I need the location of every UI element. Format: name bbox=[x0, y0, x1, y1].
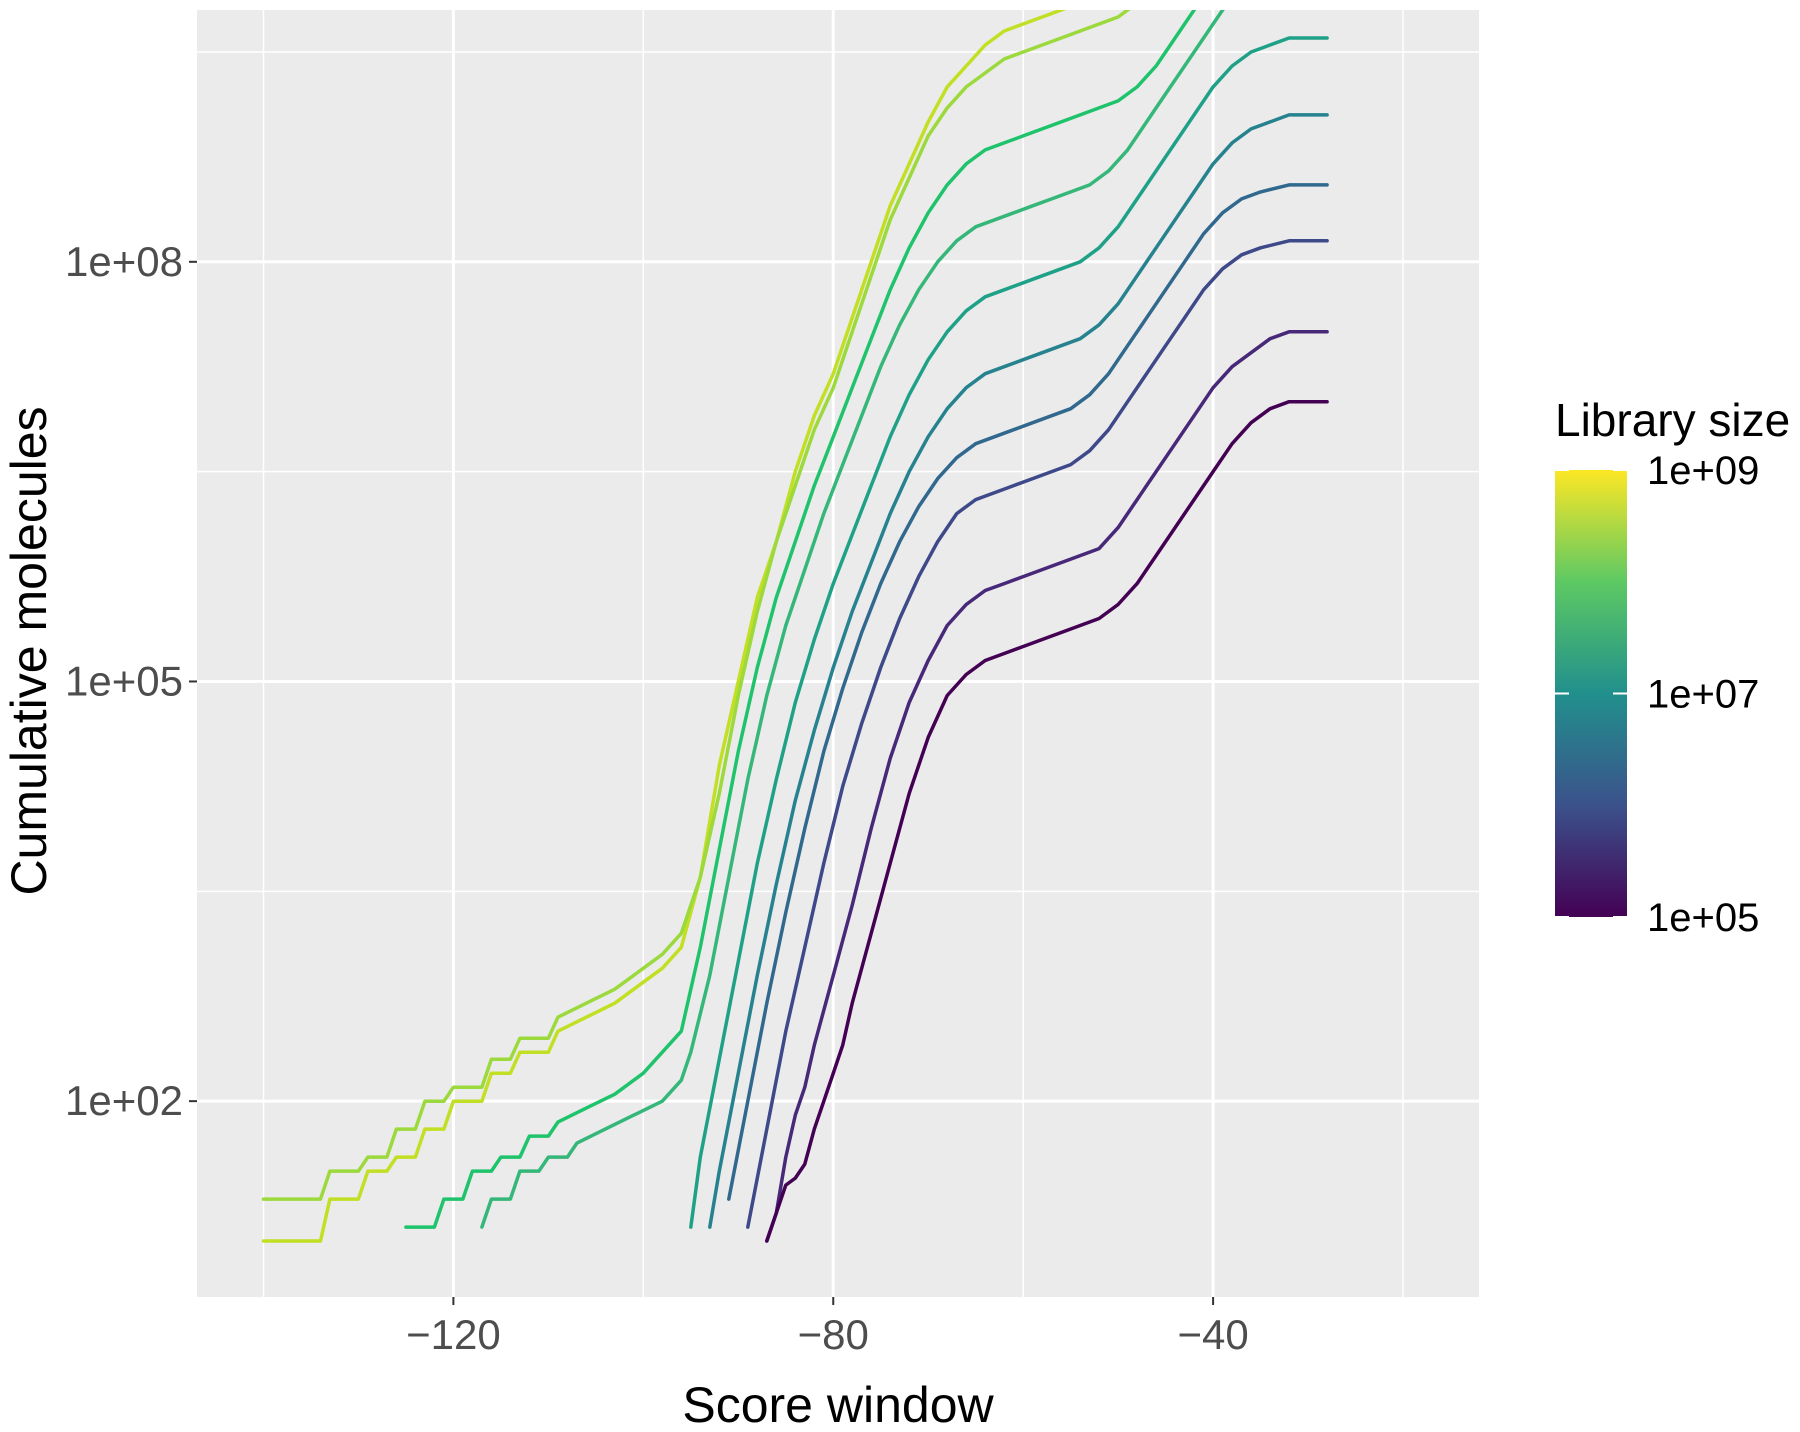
legend-title: Library size bbox=[1555, 394, 1790, 446]
series-line-10 bbox=[765, 399, 1329, 1243]
series-line-4 bbox=[480, 10, 1225, 1229]
colorbar-label: 1e+09 bbox=[1647, 449, 1759, 493]
x-tick-label: −40 bbox=[1177, 1311, 1248, 1358]
colorbar-label: 1e+07 bbox=[1647, 673, 1759, 717]
y-tick-label: 1e+02 bbox=[65, 1077, 183, 1124]
legend: Library size 1e+09 1e+07 1e+05 bbox=[1555, 394, 1790, 940]
series-line-7 bbox=[727, 183, 1329, 1201]
y-axis: 1e+02 1e+05 1e+08 bbox=[65, 238, 197, 1124]
x-tick-label: −120 bbox=[406, 1311, 501, 1358]
x-axis-title: Score window bbox=[682, 1377, 994, 1432]
major-gridlines bbox=[197, 10, 1479, 1297]
minor-gridlines bbox=[197, 10, 1479, 1297]
colorbar-ticks: 1e+09 1e+07 1e+05 bbox=[1555, 449, 1759, 940]
x-tick-label: −80 bbox=[798, 1311, 869, 1358]
series-line-3 bbox=[404, 10, 1197, 1229]
series-line-2 bbox=[261, 10, 1131, 1201]
y-tick-label: 1e+08 bbox=[65, 238, 183, 285]
series-line-8 bbox=[746, 239, 1329, 1229]
y-tick-label: 1e+05 bbox=[65, 657, 183, 704]
series-lines bbox=[261, 10, 1329, 1243]
series-line-6 bbox=[708, 113, 1329, 1229]
y-axis-title: Cumulative molecules bbox=[1, 406, 57, 895]
series-line-9 bbox=[765, 330, 1329, 1243]
x-axis: −120 −80 −40 bbox=[406, 1297, 1249, 1358]
colorbar-label: 1e+05 bbox=[1647, 896, 1759, 940]
series-line-5 bbox=[689, 36, 1329, 1229]
series-line-1 bbox=[261, 10, 1067, 1243]
